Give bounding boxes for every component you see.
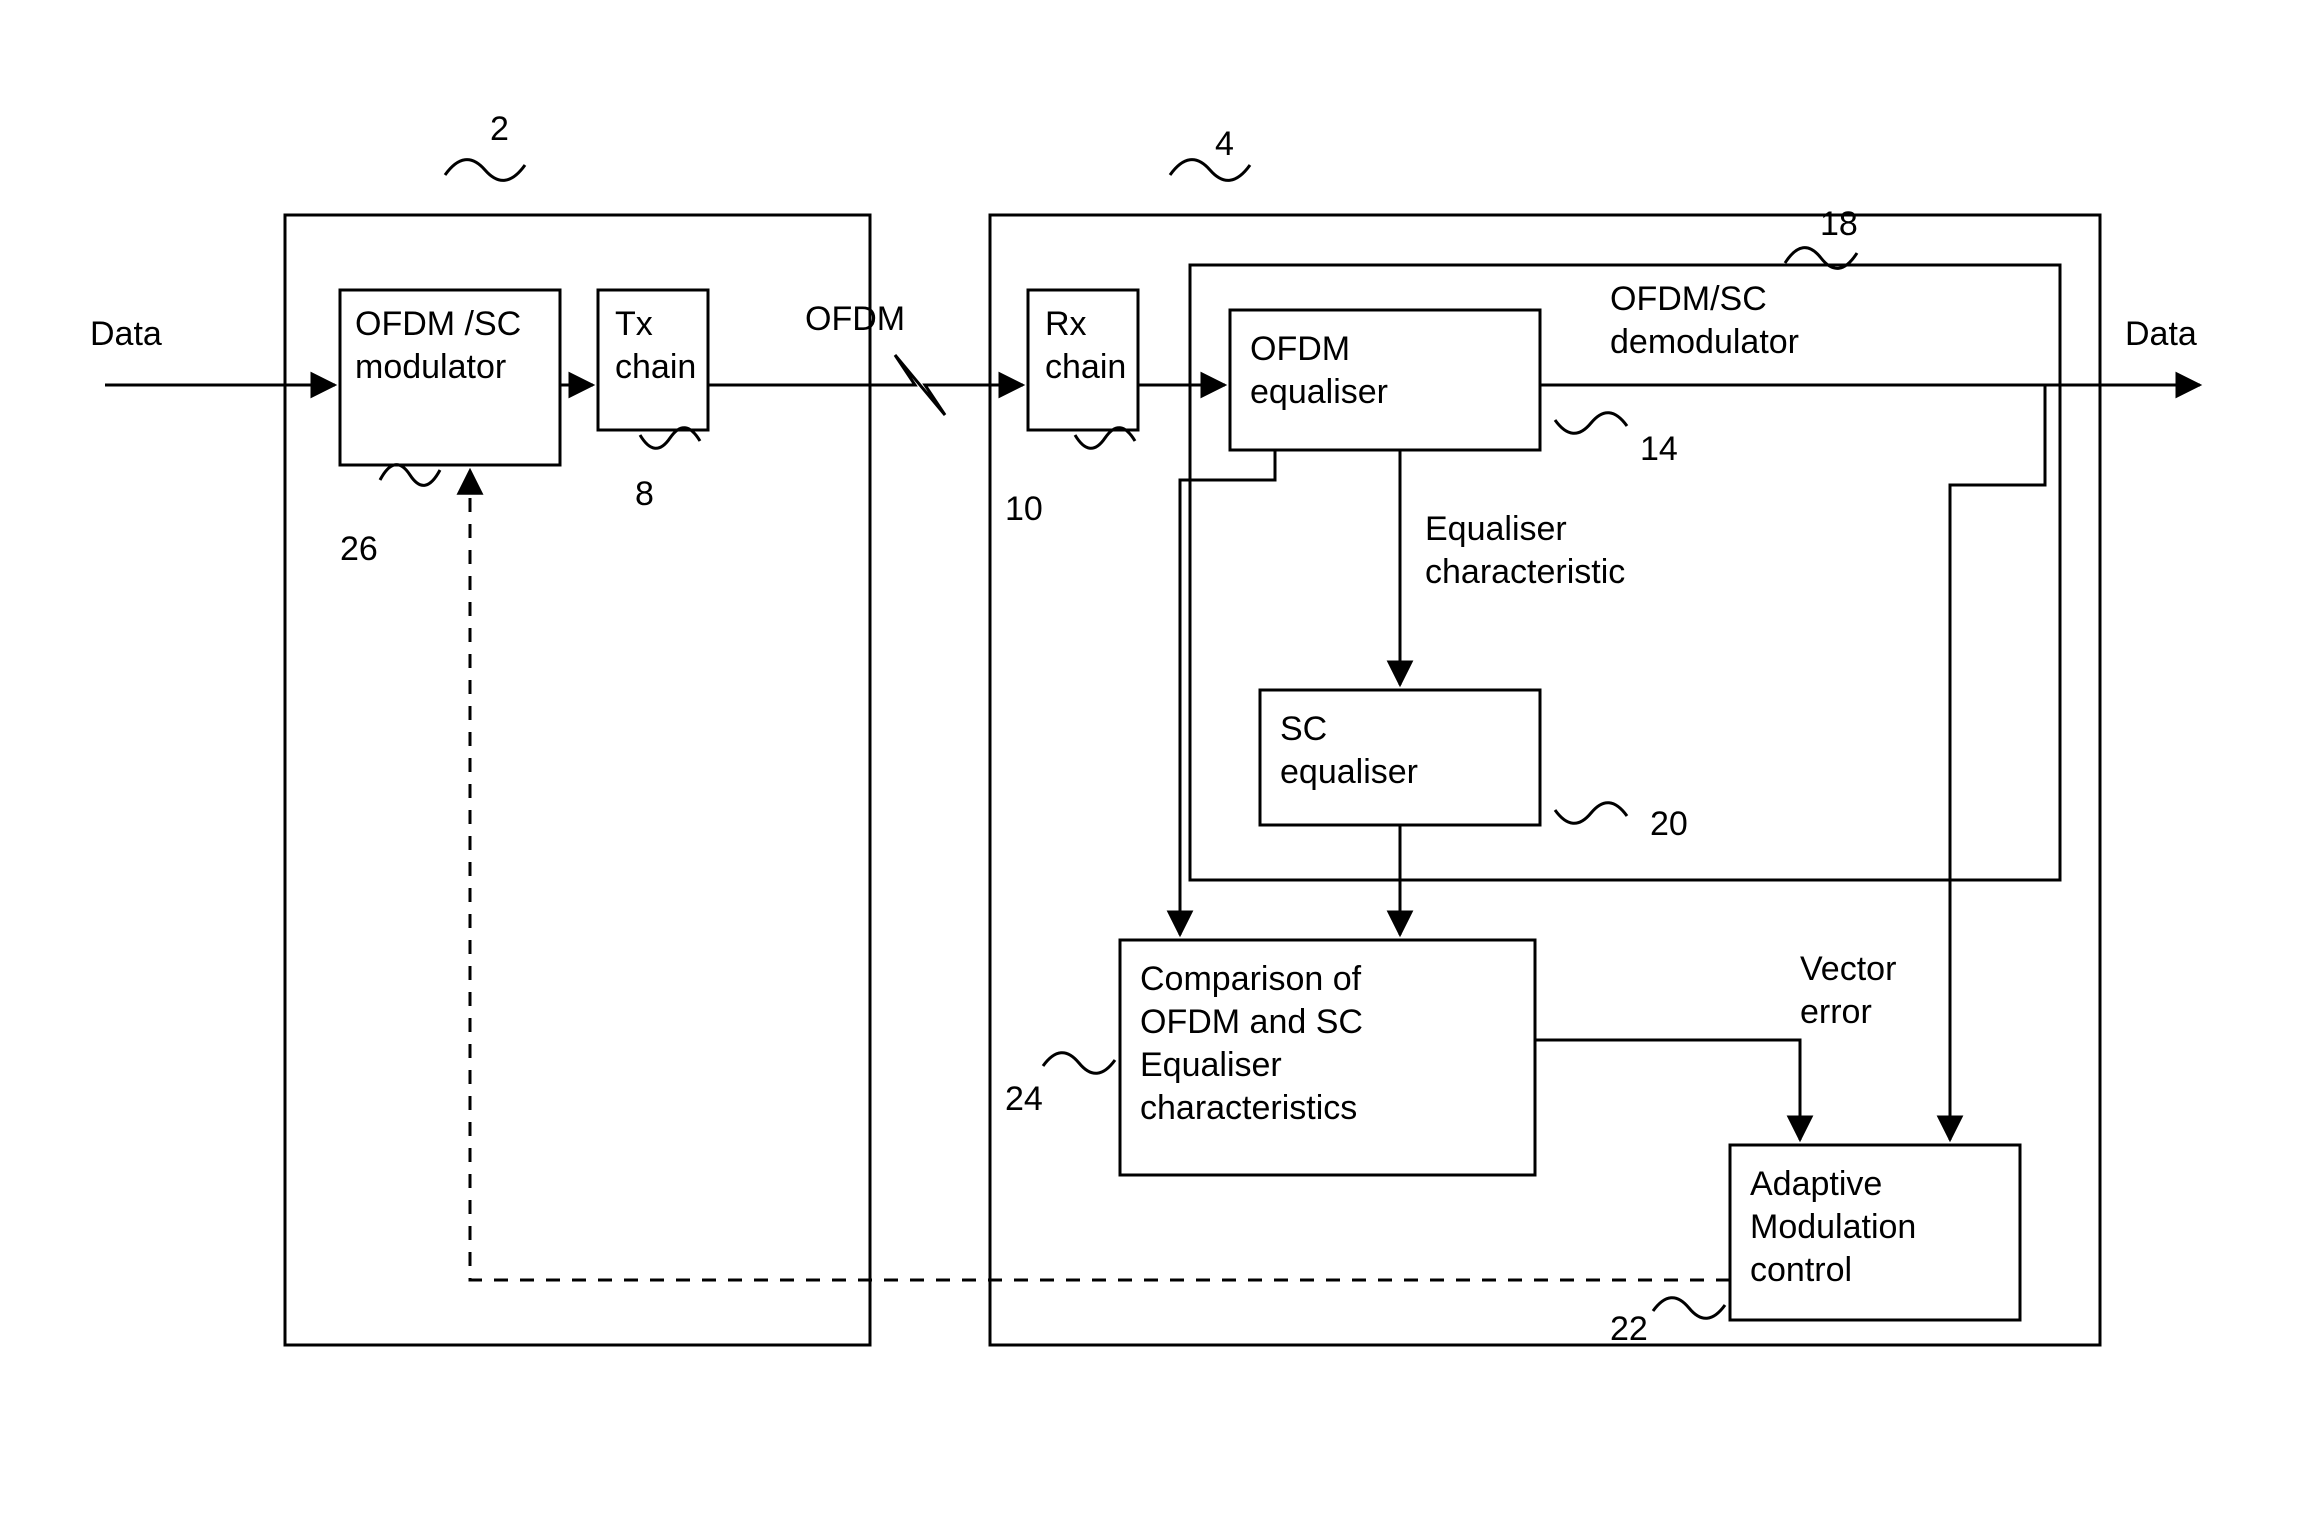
ref-label-20: 20 [1650,805,1688,843]
tx-chain-text-2: chain [615,348,696,386]
sc-eq-text-2: equaliser [1280,753,1418,791]
amc-text-2: Modulation [1750,1208,1916,1246]
ref-label-18: 18 [1820,205,1858,243]
vec-err-text-2: error [1800,993,1872,1031]
ref-label-26: 26 [340,530,378,568]
ref-label-22: 22 [1610,1310,1648,1348]
diagram-canvas: 2 4 OFDM /SC modulator Tx chain Rx chain… [0,0,2305,1516]
ref-squiggle-4 [1170,160,1250,181]
ofdm-eq-text-1: OFDM [1250,330,1350,368]
ref-label-8: 8 [635,475,654,513]
compare-text-3: Equaliser [1140,1046,1282,1084]
sc-eq-text-1: SC [1280,710,1327,748]
ref-label-24: 24 [1005,1080,1043,1118]
data-in-label: Data [90,315,162,353]
ofdm-signal-label: OFDM [805,300,905,338]
compare-text-4: characteristics [1140,1089,1357,1127]
ref-label-14: 14 [1640,430,1678,468]
modulator-text-2: modulator [355,348,506,386]
modulator-text-1: OFDM /SC [355,305,521,343]
rx-chain-text-2: chain [1045,348,1126,386]
ref-squiggle-2 [445,160,525,181]
tx-chain-text-1: Tx [615,305,653,343]
data-out-label: Data [2125,315,2197,353]
eq-char-text-1: Equaliser [1425,510,1567,548]
ofdm-eq-text-2: equaliser [1250,373,1388,411]
demod-text-2: demodulator [1610,323,1799,361]
eq-char-text-2: characteristic [1425,553,1625,591]
amc-text-1: Adaptive [1750,1165,1882,1203]
rx-chain-text-1: Rx [1045,305,1087,343]
vec-err-text-1: Vector [1800,950,1896,988]
ref-label-4: 4 [1215,125,1234,163]
amc-text-3: control [1750,1251,1852,1289]
ref-label-10: 10 [1005,490,1043,528]
demod-text-1: OFDM/SC [1610,280,1767,318]
compare-text-2: OFDM and SC [1140,1003,1363,1041]
compare-text-1: Comparison of [1140,960,1362,998]
ref-label-2: 2 [490,110,509,148]
